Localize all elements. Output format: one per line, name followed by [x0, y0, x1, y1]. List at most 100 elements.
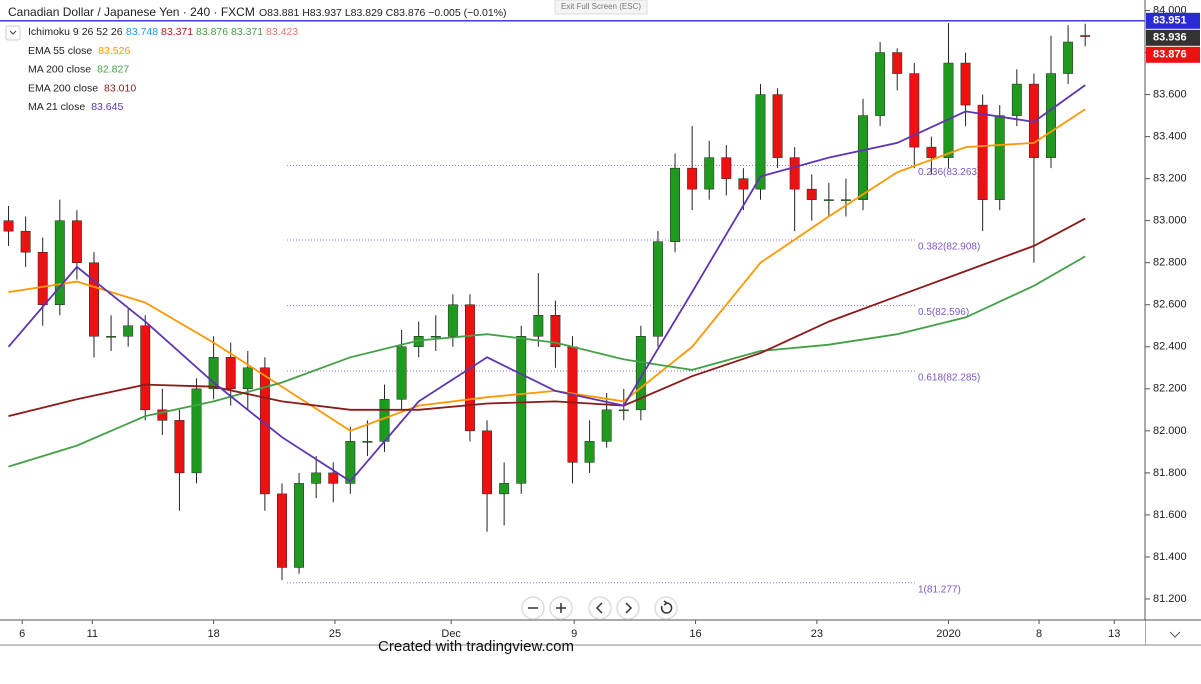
- candle-body: [789, 157, 800, 190]
- candle-body: [157, 409, 168, 421]
- reset-button[interactable]: [654, 596, 678, 620]
- indicator-line: [8, 255, 1086, 468]
- candle-body: [71, 220, 82, 263]
- legend-value: 83.423: [266, 26, 298, 38]
- candle-body: [345, 441, 356, 484]
- scroll-right-button[interactable]: [616, 596, 640, 620]
- legend-name: EMA 55 close: [28, 45, 92, 57]
- candle-body: [635, 336, 646, 411]
- fib-label: 0.618(82.285): [918, 373, 980, 384]
- x-tick-label: Dec: [441, 628, 461, 640]
- candle-body: [943, 62, 954, 158]
- candle-body: [106, 336, 117, 338]
- fib-label: 1(81.277): [918, 584, 961, 595]
- candle-body: [618, 409, 629, 412]
- candle-body: [3, 220, 14, 232]
- candle-body: [550, 315, 561, 348]
- legend-value: 83.371: [161, 26, 193, 38]
- zoom-toolbar: [521, 596, 678, 620]
- y-tick-label: 83.000: [1153, 215, 1187, 227]
- candle-body: [396, 346, 407, 400]
- x-tick-label: 25: [329, 628, 341, 640]
- candle-body: [328, 472, 339, 484]
- candle-body: [567, 346, 578, 463]
- candle-body: [174, 420, 185, 474]
- candle-body: [909, 73, 920, 148]
- footer: Created with tradingview.com: [378, 638, 574, 655]
- price-tag-label: 83.951: [1153, 15, 1187, 27]
- fib-label: 0.236(83.263): [918, 167, 980, 178]
- candle-body: [259, 367, 270, 495]
- x-tick-label: 2020: [936, 628, 960, 640]
- legend-value: 83.876: [196, 26, 228, 38]
- candle-body: [892, 52, 903, 74]
- candle-body: [704, 157, 715, 190]
- candle-body: [823, 199, 834, 201]
- candle-body: [362, 441, 373, 443]
- scroll-left-button[interactable]: [588, 596, 612, 620]
- x-tick-label: 9: [571, 628, 577, 640]
- legend: Canadian Dollar / Japanese Yen · 240 · F…: [5, 5, 507, 113]
- legend-name: EMA 200 close: [28, 82, 98, 94]
- candle-body: [1063, 41, 1074, 74]
- price-tag-label: 83.936: [1153, 32, 1187, 44]
- candle-body: [994, 115, 1005, 200]
- x-tick-label: 6: [19, 628, 25, 640]
- candle-body: [499, 483, 510, 495]
- y-tick-label: 81.800: [1153, 467, 1187, 479]
- x-tick-label: 8: [1036, 628, 1042, 640]
- chart-title: Canadian Dollar / Japanese Yen · 240 · F…: [8, 5, 255, 19]
- y-tick-label: 83.400: [1153, 131, 1187, 143]
- candle-body: [721, 157, 732, 179]
- candle-body: [687, 167, 698, 190]
- candle-body: [738, 178, 749, 190]
- y-tick-label: 81.600: [1153, 509, 1187, 521]
- candle-body: [140, 325, 151, 411]
- candle-body: [242, 367, 253, 390]
- price-tag: [1146, 46, 1200, 63]
- plot-area: 0.236(83.263) 0.382(82.908) 0.5(82.596) 0.6…: [0, 20, 1145, 595]
- price-axis: [1145, 0, 1201, 645]
- settings-area: [1153, 624, 1197, 642]
- y-tick-label: 82.000: [1153, 425, 1187, 437]
- candle-body: [89, 262, 99, 337]
- y-tick-label: 82.400: [1153, 341, 1187, 353]
- settings-icon[interactable]: [1169, 631, 1181, 638]
- left-icon: [595, 602, 603, 614]
- indicator-line: [7, 84, 1086, 483]
- legend-value: 83.371: [231, 26, 263, 38]
- candle-body: [840, 199, 851, 201]
- x-tick-label: 16: [689, 628, 701, 640]
- candle-body: [977, 104, 988, 200]
- time-axis: [0, 620, 1145, 645]
- candle-body: [875, 52, 886, 116]
- candle-body: [755, 94, 766, 190]
- candle-body: [584, 441, 595, 463]
- x-tick-label: 18: [207, 628, 219, 640]
- candle-body: [652, 241, 663, 337]
- candle-body: [806, 188, 817, 200]
- candle-body: [601, 409, 612, 442]
- chart-background: [0, 0, 1201, 645]
- candle-body: [1046, 73, 1056, 158]
- price-tag: [1146, 12, 1200, 29]
- legend-value: 82.827: [97, 64, 129, 76]
- collapse-icon: [9, 30, 17, 35]
- candle-body: [772, 94, 783, 158]
- y-tick-label: 82.600: [1153, 299, 1187, 311]
- axes: 81.200 81.400 81.600 81.800 82.000 82.200 82.4…: [19, 4, 1200, 640]
- reset-icon: [660, 600, 673, 614]
- fib-label: 0.382(82.908): [918, 242, 980, 253]
- candle-body: [20, 230, 31, 253]
- collapse-button[interactable]: [5, 25, 21, 41]
- candle-body: [123, 325, 134, 337]
- y-tick-label: 82.800: [1153, 257, 1187, 269]
- candle-body: [533, 315, 544, 337]
- legend-value: 83.526: [98, 45, 130, 57]
- legend-value: 83.010: [104, 82, 136, 94]
- candle-body: [926, 146, 937, 158]
- candle-body: [277, 493, 287, 568]
- candle-body: [37, 251, 48, 305]
- exit-fullscreen-button[interactable]: [554, 0, 648, 15]
